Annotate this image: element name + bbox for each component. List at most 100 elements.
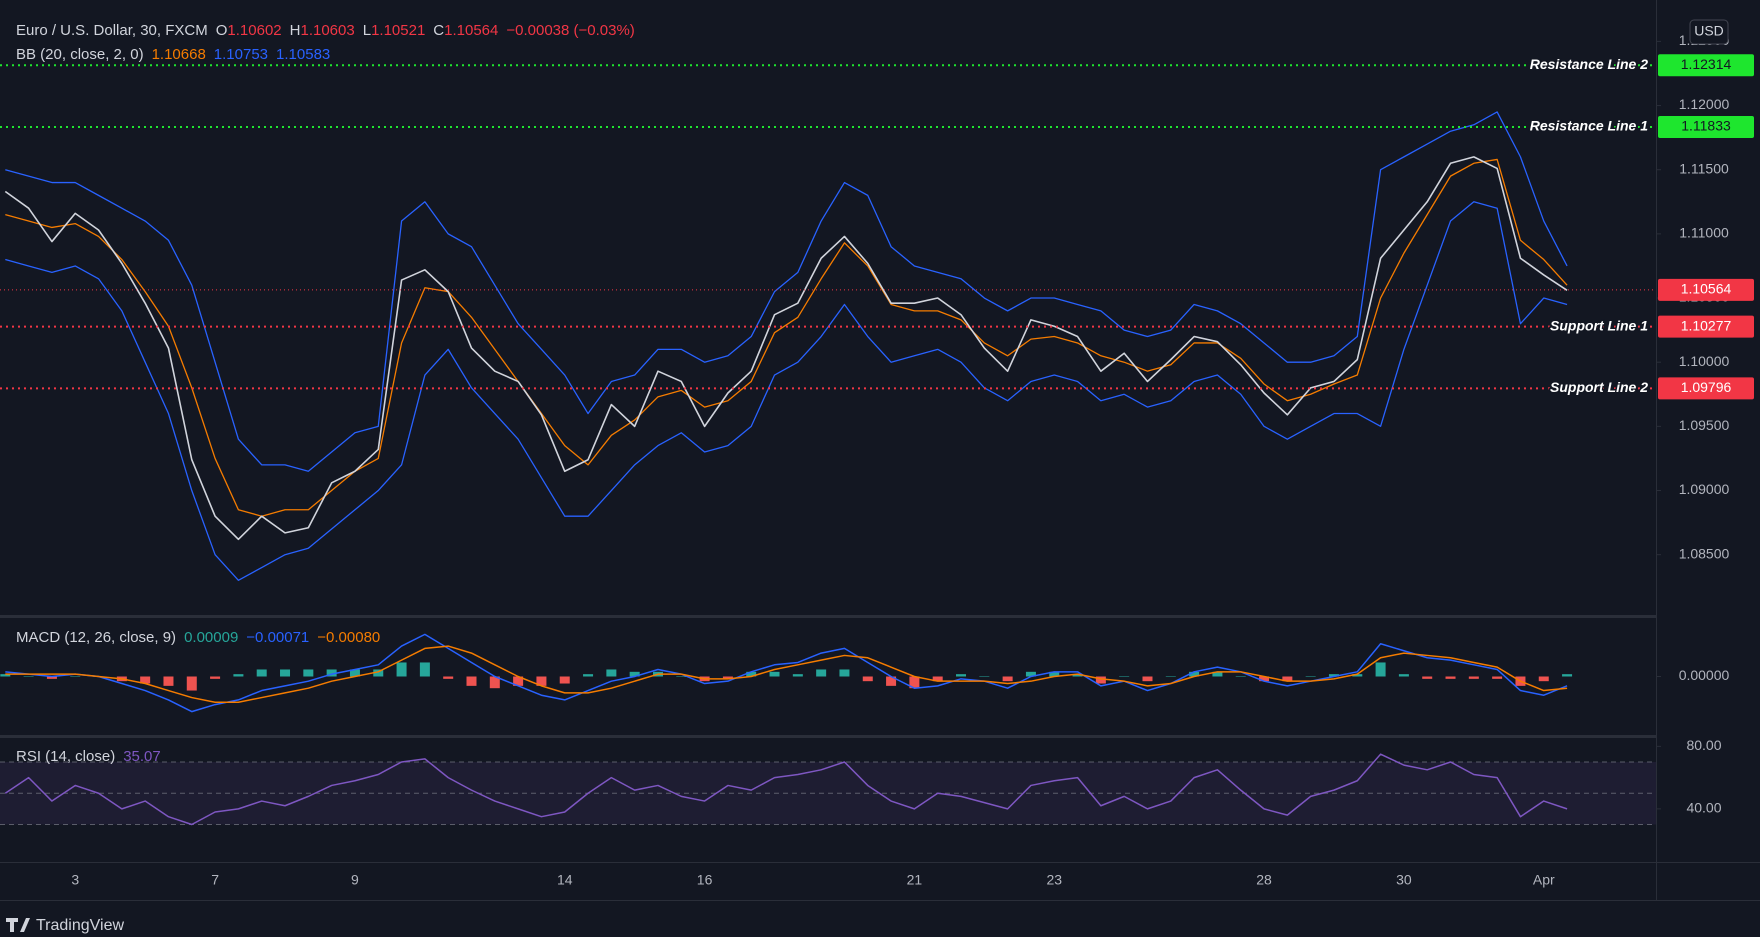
histogram-bar (1445, 676, 1456, 679)
macd-line (5, 645, 1568, 703)
indicator-value: 1.10753 (214, 46, 268, 63)
histogram-bar (746, 671, 757, 677)
histogram-bar (489, 676, 500, 689)
histogram-bar (792, 674, 803, 677)
ohlc-value: 1.10602 (227, 22, 281, 39)
histogram-bar (606, 669, 617, 677)
x-tick-label: 9 (351, 872, 359, 888)
level-value-box (1658, 54, 1754, 77)
price-line (4, 156, 1568, 541)
level-value-box (1658, 315, 1754, 338)
x-tick-label: 3 (71, 872, 79, 888)
indicator-legend: MACD (12, 26, close, 9) 0.00009 −0.00071 −0… (16, 629, 380, 646)
histogram-bar (583, 674, 594, 677)
level-label: Resistance Line 1 (1530, 118, 1648, 134)
x-tick-label: Apr (1533, 872, 1555, 888)
histogram-bar (769, 671, 780, 677)
histogram-bar (559, 676, 570, 684)
x-tick-label: 7 (211, 872, 219, 888)
histogram-bar (373, 669, 384, 677)
histogram-bar (1422, 676, 1433, 679)
histogram-bar (1562, 674, 1573, 677)
header: Euro / U.S. Dollar, 30, FXCM O1.10602 H1.1… (16, 22, 635, 39)
histogram-bar (1095, 676, 1106, 684)
histogram-bar (1119, 676, 1130, 677)
brand-name: TradingView (36, 917, 124, 934)
histogram-bar (0, 674, 11, 677)
level-value: 1.12314 (1681, 56, 1732, 72)
last-price-value: 1.10564 (1681, 281, 1732, 297)
x-tick-label: 21 (907, 872, 923, 888)
histogram-bar (1072, 674, 1083, 677)
ohlc-name: L (363, 22, 371, 39)
histogram-bar (676, 676, 687, 677)
level-label: Resistance Line 2 (1530, 56, 1648, 72)
indicator-value: −0.00071 (246, 629, 309, 646)
histogram-bar (1259, 676, 1270, 682)
histogram-bar (979, 676, 990, 677)
brand-logo (6, 918, 30, 932)
bollinger-band (5, 158, 1568, 517)
y-tick-label: 0.00000 (1679, 667, 1730, 683)
histogram-bar (1282, 676, 1293, 682)
histogram-bar (70, 676, 81, 677)
histogram-bar (862, 676, 873, 682)
level-value: 1.11833 (1681, 118, 1731, 134)
bollinger-band (5, 201, 1568, 581)
x-tick-label: 28 (1256, 872, 1272, 888)
histogram-bar (46, 676, 57, 679)
level-value: 1.10277 (1681, 317, 1732, 333)
indicator-name: RSI (14, close) (16, 748, 115, 765)
histogram-bar (1235, 676, 1246, 677)
histogram-bar (1049, 671, 1060, 677)
histogram-bar (536, 676, 547, 686)
currency-button[interactable] (1689, 19, 1729, 45)
bollinger-band (5, 111, 1568, 472)
histogram-bar (280, 669, 291, 677)
ohlc-name: O (216, 22, 228, 39)
histogram-bar (1352, 674, 1363, 677)
histogram-bar (326, 669, 337, 677)
histogram-bar (186, 676, 197, 691)
histogram-bar (396, 662, 407, 677)
histogram-bar (839, 669, 850, 677)
macd-line (5, 633, 1568, 713)
level-value: 1.09796 (1681, 379, 1732, 395)
indicator-value: 1.10583 (276, 46, 330, 63)
indicator-value: −0.00080 (317, 629, 380, 646)
histogram-bar (466, 676, 477, 686)
histogram-bar (1398, 674, 1409, 677)
ohlc-name: H (290, 22, 301, 39)
histogram-bar (1492, 676, 1503, 679)
histogram-bar (303, 669, 314, 677)
histogram-bar (1212, 671, 1223, 677)
histogram-bar (1375, 662, 1386, 677)
x-tick-label: 16 (697, 872, 713, 888)
histogram-bar (1189, 671, 1200, 677)
y-tick-label: 1.09000 (1679, 481, 1730, 497)
currency-label: USD (1694, 23, 1724, 39)
histogram-bar (932, 676, 943, 682)
brand[interactable]: TradingView (6, 917, 124, 934)
histogram-bar (1025, 671, 1036, 677)
y-tick-label: 1.10000 (1679, 353, 1730, 369)
indicator-value: 0.00009 (184, 629, 238, 646)
histogram-bar (1142, 676, 1153, 682)
histogram-bar (256, 669, 267, 677)
histogram-bar (1305, 676, 1316, 677)
change: −0.00038 (−0.03%) (506, 22, 634, 39)
histogram-bar (513, 676, 524, 686)
y-tick-label: 1.12000 (1679, 96, 1730, 112)
indicator-value: 1.10668 (152, 46, 206, 63)
indicator-value: 35.07 (123, 748, 161, 765)
histogram-bar (349, 669, 360, 677)
indicator-name: MACD (12, 26, close, 9) (16, 629, 176, 646)
y-tick-label: 1.11000 (1679, 225, 1729, 241)
histogram-bar (419, 662, 430, 677)
level-value-box (1658, 377, 1754, 400)
level-label: Support Line 1 (1550, 317, 1648, 333)
histogram-bar (163, 676, 174, 686)
y-tick-label: 1.08500 (1679, 545, 1730, 561)
